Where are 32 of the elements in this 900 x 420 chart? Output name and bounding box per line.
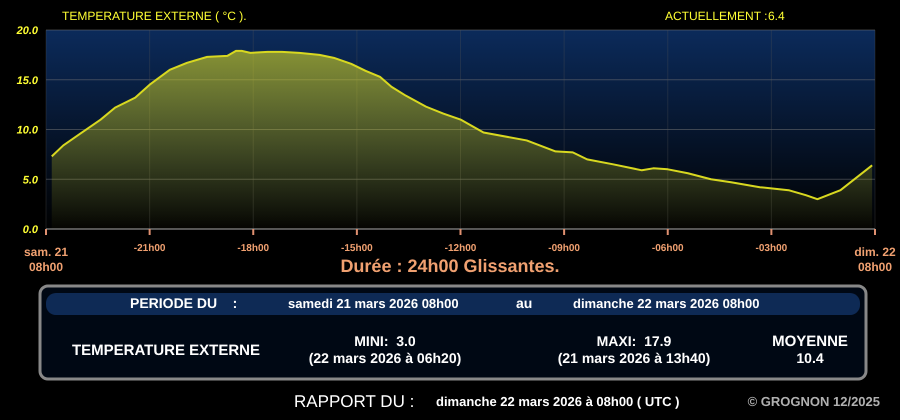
x-tick-label: -06h00	[652, 243, 684, 254]
text: © GROGNON 12/2025	[748, 394, 880, 409]
x-tick-label: -03h00	[756, 243, 788, 254]
text: (21 mars 2026 à 13h40)	[558, 350, 710, 366]
text: 10.4	[796, 350, 824, 366]
x-tick-label: dim. 22 08h00	[854, 245, 896, 274]
text: au	[516, 295, 532, 311]
text: MOYENNE	[772, 333, 848, 350]
chart-title: TEMPERATURE EXTERNE ( °C ).	[62, 9, 247, 23]
text: (22 mars 2026 à 06h20)	[308, 350, 462, 366]
y-tick-label: 0.0	[22, 224, 39, 236]
x-tick-label: -09h00	[548, 243, 580, 254]
text: MINI: 3.0	[354, 333, 416, 349]
y-tick-label: 15.0	[16, 74, 39, 87]
text: samedi 21 mars 2026 08h00	[288, 296, 459, 311]
x-tick-label: sam. 21 08h00	[24, 245, 68, 274]
y-tick-label: 5.0	[22, 174, 39, 186]
text: TEMPERATURE EXTERNE	[72, 342, 260, 359]
y-tick-label: 20.0	[16, 25, 39, 37]
text: Durée : 24h00 Glissantes.	[340, 256, 560, 276]
x-tick-label: -12h00	[444, 243, 477, 254]
text: dimanche 22 mars 2026 à 08h00 ( UTC )	[436, 394, 680, 409]
x-tick-label: -18h00	[237, 243, 270, 254]
x-tick-label: -15h00	[341, 243, 374, 254]
y-tick-label: 10.0	[16, 124, 39, 136]
text: 6.4	[768, 9, 786, 23]
text: ACTUELLEMENT :	[665, 9, 768, 23]
text: RAPPORT DU :	[294, 392, 414, 411]
text: dimanche 22 mars 2026 08h00	[573, 296, 760, 311]
text: MAXI: 17.9	[596, 333, 672, 349]
x-tick-label: -21h00	[134, 243, 166, 254]
text: PERIODE DU :	[130, 295, 238, 311]
